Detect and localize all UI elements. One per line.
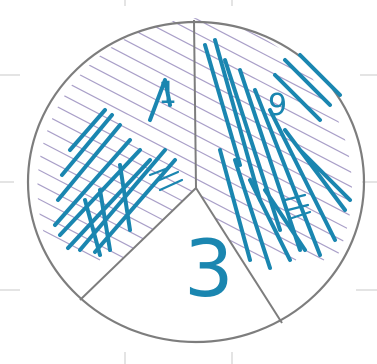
hatch-line — [328, 0, 377, 260]
scribble-left — [53, 78, 184, 257]
hatch-line — [194, 18, 352, 261]
hatch-line — [194, 18, 297, 261]
hatch-line — [37, 18, 196, 261]
hatch-line — [299, 18, 352, 261]
scribble-right — [203, 38, 352, 270]
mark-top-left: 1 — [158, 76, 177, 111]
divider-bottom-right — [195, 187, 283, 324]
divider-top — [193, 19, 197, 189]
hatch-line — [194, 18, 352, 261]
hatch-line — [37, 18, 129, 261]
hatch-line — [327, 18, 352, 261]
mark-top-right: 9 — [268, 88, 287, 123]
hatch-line — [37, 18, 196, 261]
hatch-line — [103, 18, 196, 261]
hatch-line — [37, 18, 196, 261]
divider-bottom-left — [79, 187, 197, 301]
hatch-line — [47, 18, 196, 261]
hatch-line — [300, 0, 377, 260]
hatch-line — [194, 18, 352, 261]
number-three: 3 — [184, 225, 234, 315]
hatch-line — [37, 18, 196, 261]
hatch-line — [75, 18, 196, 261]
hatch-line — [194, 18, 352, 261]
hatch-line — [194, 18, 325, 261]
hatch-line — [37, 18, 157, 261]
hatch-line — [194, 18, 352, 261]
hatch-line — [37, 18, 196, 261]
hatch-line — [37, 18, 185, 261]
hatch-line — [37, 18, 196, 261]
circle-outline — [26, 20, 366, 344]
hatch-line — [0, 0, 156, 260]
